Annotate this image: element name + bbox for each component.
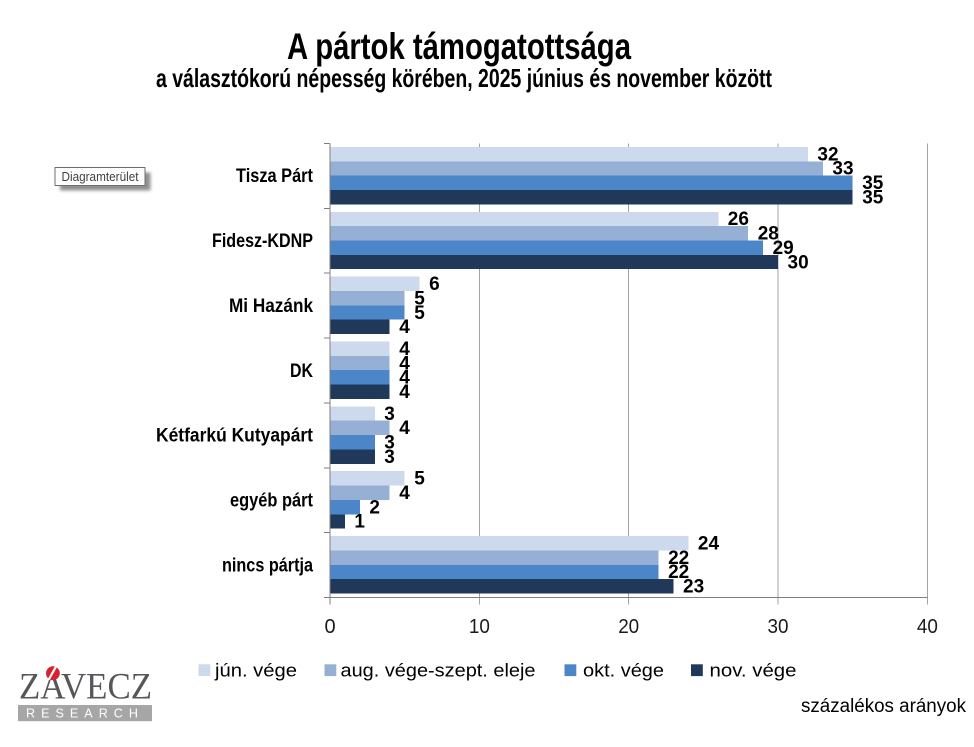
svg-text:24: 24: [698, 534, 720, 555]
svg-text:29: 29: [773, 238, 794, 259]
svg-text:aug. vége-szept. eleje: aug. vége-szept. eleje: [341, 660, 536, 681]
svg-text:Kétfarkú Kutyapárt: Kétfarkú Kutyapárt: [156, 426, 314, 447]
svg-text:35: 35: [862, 173, 884, 194]
svg-text:okt. vége: okt. vége: [583, 660, 664, 681]
svg-text:32: 32: [817, 144, 838, 165]
svg-text:0: 0: [324, 616, 335, 638]
svg-text:ZAVECZ: ZAVECZ: [19, 667, 152, 708]
svg-text:6: 6: [429, 274, 440, 295]
svg-text:Tisza Párt: Tisza Párt: [236, 166, 314, 187]
svg-text:4: 4: [399, 418, 410, 439]
svg-text:3: 3: [384, 404, 395, 425]
svg-text:nov. vége: nov. vége: [710, 660, 797, 681]
svg-text:23: 23: [683, 577, 704, 598]
svg-text:4: 4: [399, 368, 410, 389]
svg-text:33: 33: [832, 159, 853, 180]
svg-text:4: 4: [399, 382, 410, 403]
svg-text:40: 40: [917, 616, 938, 638]
svg-text:Mi Hazánk: Mi Hazánk: [229, 296, 313, 317]
svg-text:4: 4: [399, 317, 410, 338]
svg-text:20: 20: [618, 616, 639, 638]
svg-text:egyéb párt: egyéb párt: [230, 491, 314, 512]
svg-text:30: 30: [788, 252, 809, 273]
svg-text:30: 30: [768, 616, 789, 638]
svg-text:26: 26: [728, 209, 749, 230]
svg-text:RESEARCH: RESEARCH: [26, 706, 144, 720]
svg-text:a választókorú népesség körébe: a választókorú népesség körében, 2025 jú…: [156, 63, 772, 93]
svg-text:százalékos arányok: százalékos arányok: [801, 696, 966, 717]
svg-text:10: 10: [469, 616, 490, 638]
svg-text:4: 4: [399, 353, 410, 374]
svg-text:22: 22: [668, 548, 689, 569]
svg-text:5: 5: [414, 289, 425, 310]
svg-text:5: 5: [414, 303, 425, 324]
svg-text:4: 4: [399, 483, 410, 504]
svg-text:nincs pártja: nincs pártja: [222, 555, 313, 576]
svg-text:3: 3: [384, 433, 395, 454]
svg-text:28: 28: [758, 224, 779, 245]
svg-text:4: 4: [399, 339, 410, 360]
svg-text:Diagramterület: Diagramterület: [62, 170, 139, 184]
svg-text:5: 5: [414, 469, 425, 490]
svg-text:22: 22: [668, 562, 689, 583]
svg-text:jún. vége: jún. vége: [214, 660, 297, 681]
svg-text:1: 1: [354, 512, 365, 533]
svg-text:3: 3: [384, 447, 395, 468]
svg-text:A pártok támogatottsága: A pártok támogatottsága: [287, 26, 631, 67]
svg-text:Fidesz-KDNP: Fidesz-KDNP: [212, 231, 313, 252]
svg-text:DK: DK: [290, 361, 313, 382]
svg-text:35: 35: [862, 188, 884, 209]
svg-text:2: 2: [369, 497, 380, 518]
